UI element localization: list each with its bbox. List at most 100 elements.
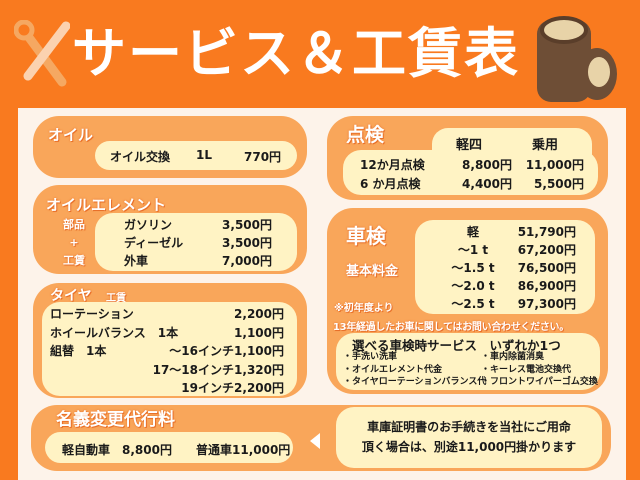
row-label: 6 か月点検 (360, 177, 421, 191)
transfer-inner (45, 432, 293, 463)
table-row: 〜2.5 t 97,300円 (438, 295, 576, 313)
inspection-heading: 点検 (346, 124, 385, 146)
table-row: ホイールバランス 1本 1,100円 (50, 324, 284, 343)
service-item: ・フロントワイパーゴム交換 (481, 377, 598, 387)
service-item: ・タイヤローテーションバランス代 (343, 377, 487, 387)
shaken-heading: 車検 (346, 224, 386, 248)
table-row: 〜2.0 t 86,900円 (438, 277, 576, 295)
row-label: 〜1.5 t (451, 261, 495, 275)
services-left: ・手洗い洗車・オイルエレメント代金・タイヤローテーションバランス代 (343, 351, 486, 389)
tire-table: ローテーション 2,200円 ホイールバランス 1本 1,100円 組替 1本 〜16… (50, 305, 284, 398)
col-kei: 軽四 (456, 138, 483, 153)
inspection-table: 12か月点検 8,800円 11,000円 6 か月点検 4,400円 5,500円 (360, 156, 584, 194)
table-row: 17〜18インチ 1,320円 (50, 361, 284, 380)
shaken-table: 軽 51,790円 〜1 t 67,200円 〜1.5 t 76,500円 〜2.0 … (438, 223, 576, 313)
transfer-note2: 頂く場合は、別途11,000円掛かります (361, 440, 577, 454)
row-label: 〜2.5 t (451, 297, 495, 311)
col-jouyou: 乗用 (532, 138, 559, 153)
row-price: 1,100円 (234, 344, 284, 358)
transfer-futsu: 普通車11,000円 (196, 443, 291, 457)
service-item: ・キーレス電池交換代 (481, 364, 572, 375)
table-row: ローテーション 2,200円 (50, 305, 284, 324)
side-plus: + (69, 236, 79, 249)
row-price: 97,300円 (517, 297, 576, 311)
transfer-note: 車庫証明書のお手続きを当社にご用命 頂く場合は、別途11,000円掛かります (336, 407, 602, 468)
transfer-kei: 軽自動車 8,800円 (62, 443, 172, 457)
row-label (50, 361, 134, 380)
oil-element-table: ガソリン 3,500円 ディーゼル 3,500円 外車 7,000円 (124, 216, 272, 270)
table-row: ガソリン 3,500円 (124, 216, 272, 234)
row-price: 7,000円 (222, 254, 272, 268)
row-price: 76,500円 (517, 261, 576, 275)
row-size: 19インチ (181, 381, 234, 395)
shaken-inner (415, 220, 595, 314)
row-label: ホイールバランス 1本 (50, 325, 179, 340)
service-item: ・オイルエレメント代金 (343, 364, 443, 375)
row-label: ローテーション (50, 307, 134, 321)
shaken-note1: ※初年度より (334, 303, 394, 314)
tire-stack-icon (537, 16, 617, 102)
row-size (174, 324, 234, 343)
oil-price: 770円 (244, 150, 282, 164)
row-price: 3,500円 (222, 218, 272, 232)
row-kei: 4,400円 (462, 177, 512, 191)
row-price: 2,200円 (234, 381, 284, 395)
row-jouyou: 11,000円 (525, 158, 584, 172)
transfer-note1: 車庫証明書のお手続きを当社にご用命 (367, 420, 571, 434)
row-label: 組替 1本 (50, 344, 107, 358)
page-title: サービス＆工賃表 (72, 22, 520, 85)
oil-inner (95, 141, 297, 170)
table-row: ディーゼル 3,500円 (124, 234, 272, 252)
service-inner (336, 333, 600, 390)
row-label: 外車 (124, 254, 149, 268)
row-label: ガソリン (124, 218, 173, 232)
row-size (174, 305, 234, 324)
table-row: 6 か月点検 4,400円 5,500円 (360, 175, 584, 194)
oil-element-inner (95, 213, 297, 271)
row-label: 〜1 t (457, 243, 489, 257)
row-label: 〜2.0 t (451, 279, 495, 293)
row-size: 〜16インチ (169, 344, 234, 358)
table-row: 外車 7,000円 (124, 252, 272, 270)
row-price: 67,200円 (517, 243, 576, 257)
shaken-base: 基本料金 (346, 264, 399, 279)
side-labor: 工賃 (63, 254, 85, 267)
row-size: 17〜18インチ (152, 362, 234, 377)
services-right: ・車内除菌消臭・キーレス電池交換代・フロントワイパーゴム交換 (481, 351, 598, 389)
table-row: 組替 1本 〜16インチ 1,100円 (50, 342, 284, 361)
table-row: 〜1 t 67,200円 (438, 241, 576, 259)
table-row: 軽 51,790円 (438, 223, 576, 241)
service-item: ・手洗い洗車 (343, 352, 398, 362)
tire-heading: タイヤ (50, 288, 92, 304)
side-parts: 部品 (63, 218, 85, 231)
row-label: 軽 (466, 225, 479, 239)
tire-sub: 工賃 (106, 293, 126, 304)
row-price: 1,100円 (234, 325, 284, 340)
row-label (50, 379, 134, 398)
inspection-inner (343, 150, 598, 195)
row-label: 12か月点検 (360, 158, 425, 172)
service-item: ・車内除菌消臭 (481, 352, 545, 362)
row-price: 3,500円 (222, 236, 272, 250)
oil-element-side: 部品 + 工賃 (60, 216, 88, 270)
transfer-heading: 名義変更代行料 (56, 410, 175, 430)
row-price: 51,790円 (517, 225, 576, 239)
wrench-screwdriver-icon (14, 20, 70, 87)
table-row: 19インチ 2,200円 (50, 379, 284, 398)
oil-element-heading: オイルエレメント (46, 196, 167, 214)
shaken-note2: 13年経過したお車に関してはお問い合わせください。 (333, 322, 569, 333)
service-title: 選べる車検時サービス いずれか1つ (352, 338, 561, 353)
row-price: 86,900円 (517, 279, 576, 293)
row-price: 2,200円 (234, 307, 284, 321)
oil-heading: オイル (48, 126, 94, 144)
row-label: ディーゼル (124, 236, 184, 250)
row-price: 1,320円 (234, 362, 284, 377)
oil-item: オイル交換 (110, 150, 171, 164)
tire-inner (42, 302, 297, 396)
oil-qty: 1L (196, 148, 212, 162)
table-row: 12か月点検 8,800円 11,000円 (360, 156, 584, 175)
row-kei: 8,800円 (462, 158, 512, 172)
table-row: 〜1.5 t 76,500円 (438, 259, 576, 277)
arrow-left-icon (310, 433, 320, 449)
row-jouyou: 5,500円 (534, 177, 584, 191)
